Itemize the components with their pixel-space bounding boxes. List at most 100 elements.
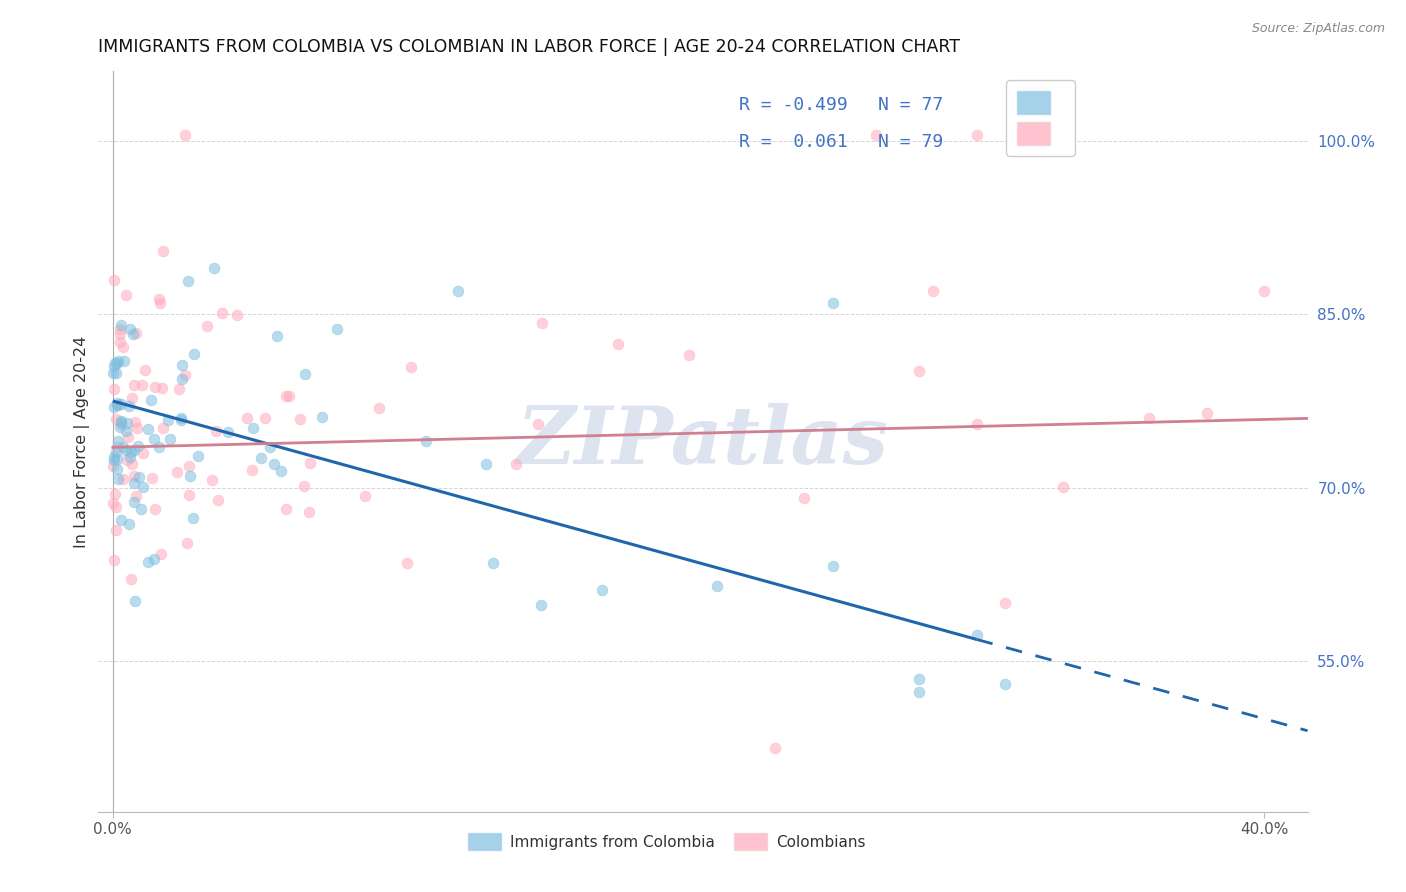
Point <box>152 421 174 435</box>
Point <box>177 488 200 502</box>
Point <box>122 495 145 509</box>
Point <box>294 367 316 381</box>
Point <box>128 470 150 484</box>
Point <box>104 487 127 501</box>
Point <box>966 128 988 142</box>
Point <box>124 415 146 429</box>
Point <box>242 421 264 435</box>
Point <box>1195 406 1218 420</box>
Point <box>148 292 170 306</box>
Point <box>117 429 139 443</box>
Point <box>136 422 159 436</box>
Point <box>107 461 129 475</box>
Point <box>118 450 141 464</box>
Point <box>1137 410 1160 425</box>
Point <box>143 380 166 394</box>
Point <box>201 473 224 487</box>
Point <box>107 398 129 412</box>
Y-axis label: In Labor Force | Age 20-24: In Labor Force | Age 20-24 <box>75 335 90 548</box>
Point <box>108 334 131 349</box>
Point <box>103 450 125 465</box>
Point <box>474 457 496 471</box>
Point <box>177 458 200 473</box>
Point <box>270 464 292 478</box>
Point <box>101 496 124 510</box>
Point <box>298 506 321 520</box>
Point <box>505 457 527 471</box>
Point <box>107 472 129 486</box>
Point <box>120 444 142 458</box>
Point <box>526 417 548 431</box>
Point <box>121 457 143 471</box>
Point <box>103 273 125 287</box>
Point <box>966 417 988 431</box>
Point <box>111 472 134 486</box>
Point <box>112 353 135 368</box>
Point <box>793 491 815 505</box>
Point <box>132 479 155 493</box>
Point <box>172 372 194 386</box>
Point <box>110 397 132 411</box>
Point <box>148 440 170 454</box>
Point <box>530 598 553 612</box>
Point <box>187 449 209 463</box>
Point <box>368 401 391 415</box>
Point <box>122 443 145 458</box>
Point <box>169 413 191 427</box>
Point <box>678 347 700 361</box>
Point <box>159 432 181 446</box>
Point <box>288 412 311 426</box>
Point <box>530 316 553 330</box>
Point <box>103 400 125 414</box>
Point <box>124 594 146 608</box>
Point <box>157 413 180 427</box>
Text: N = 77: N = 77 <box>879 95 943 113</box>
Point <box>108 419 131 434</box>
Point <box>143 432 166 446</box>
Point <box>195 319 218 334</box>
Point <box>908 672 931 686</box>
Point <box>606 337 628 351</box>
Point <box>311 409 333 424</box>
Point <box>1253 285 1275 299</box>
Point <box>122 326 145 341</box>
Point <box>103 382 125 396</box>
Point <box>966 628 988 642</box>
Point <box>167 383 190 397</box>
Point <box>266 329 288 343</box>
Point <box>236 411 259 425</box>
Point <box>121 391 143 405</box>
Point <box>141 471 163 485</box>
Point <box>125 326 148 341</box>
Point <box>276 501 298 516</box>
Point <box>908 363 931 377</box>
Point <box>274 388 297 402</box>
Point <box>183 347 205 361</box>
Point <box>174 368 197 382</box>
Text: R = -0.499: R = -0.499 <box>740 95 848 113</box>
Point <box>706 579 728 593</box>
Point <box>110 513 132 527</box>
Point <box>994 597 1017 611</box>
Point <box>482 556 505 570</box>
Point <box>110 414 132 428</box>
Point <box>107 354 129 368</box>
Point <box>120 573 142 587</box>
Point <box>122 377 145 392</box>
Point <box>447 284 470 298</box>
Point <box>111 340 134 354</box>
Point <box>134 363 156 377</box>
Point <box>110 318 132 333</box>
Point <box>865 128 887 142</box>
Point <box>122 469 145 483</box>
Point <box>139 392 162 407</box>
Point <box>263 457 285 471</box>
Point <box>211 306 233 320</box>
Point <box>125 489 148 503</box>
Point <box>131 446 153 460</box>
Point <box>259 440 281 454</box>
Point <box>152 244 174 258</box>
Point <box>118 399 141 413</box>
Point <box>117 517 139 532</box>
Point <box>115 424 138 438</box>
